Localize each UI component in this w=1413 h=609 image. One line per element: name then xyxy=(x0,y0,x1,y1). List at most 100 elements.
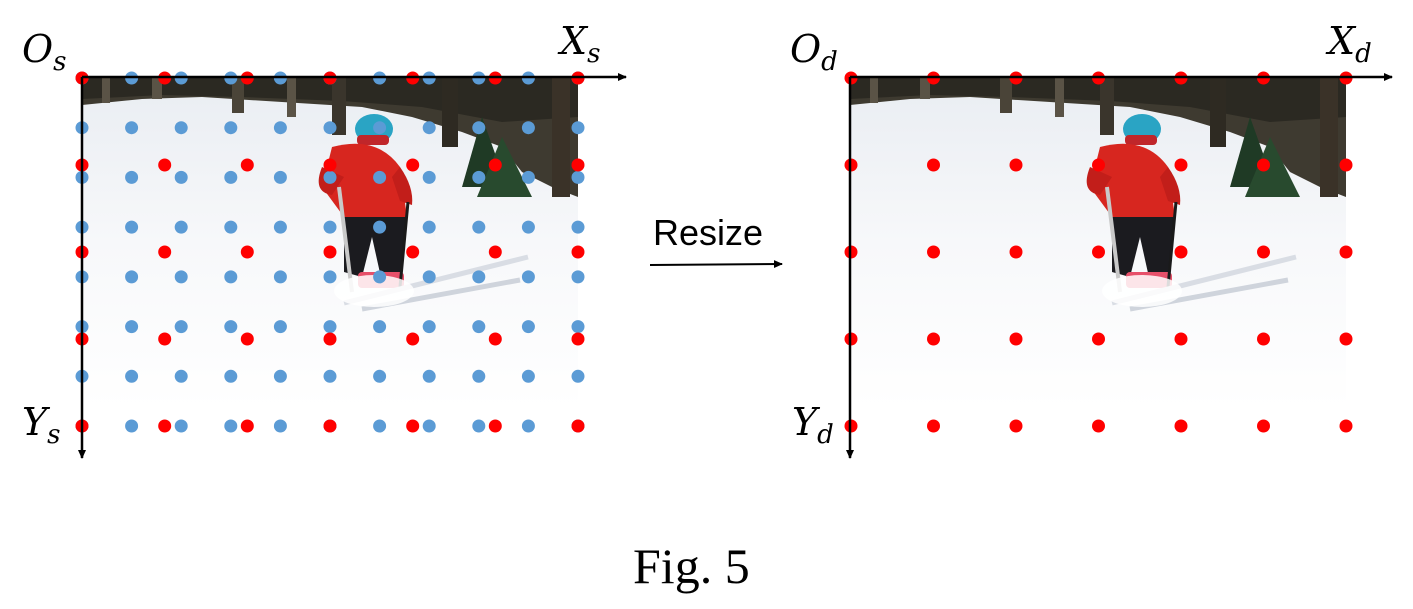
red-grid-point xyxy=(1092,158,1105,172)
blue-sample-point xyxy=(174,121,188,135)
red-grid-point xyxy=(158,158,172,172)
red-grid-point xyxy=(1174,158,1188,172)
blue-sample-point xyxy=(174,170,188,184)
blue-sample-point xyxy=(571,220,585,234)
dest-origin-label: Od xyxy=(790,27,838,77)
blue-sample-point xyxy=(373,170,387,184)
blue-sample-point xyxy=(472,220,486,234)
blue-sample-point xyxy=(174,270,188,284)
red-grid-point xyxy=(1174,245,1188,259)
red-grid-point xyxy=(1339,419,1353,433)
red-grid-point xyxy=(1009,158,1023,172)
blue-sample-point xyxy=(373,270,387,284)
red-grid-point xyxy=(406,245,420,259)
red-grid-point xyxy=(488,158,502,172)
blue-sample-point xyxy=(472,121,486,135)
blue-sample-point xyxy=(373,220,387,234)
red-grid-point xyxy=(240,158,254,172)
blue-sample-point xyxy=(174,369,188,383)
blue-sample-point xyxy=(472,369,486,383)
red-grid-point xyxy=(927,419,940,433)
blue-sample-point xyxy=(323,170,337,184)
red-grid-point xyxy=(323,419,337,433)
red-grid-point xyxy=(1009,245,1023,259)
red-grid-point xyxy=(406,419,420,433)
red-grid-point xyxy=(1009,332,1023,346)
red-grid-point xyxy=(488,245,502,259)
red-grid-point xyxy=(1257,245,1270,259)
blue-sample-point xyxy=(571,270,585,284)
blue-sample-point xyxy=(422,369,436,383)
resize-label: Resize xyxy=(653,212,763,253)
blue-sample-point xyxy=(224,220,238,234)
red-grid-point xyxy=(240,419,254,433)
resize-arrow-group: Resize xyxy=(649,212,783,269)
blue-sample-point xyxy=(373,419,387,433)
blue-sample-point xyxy=(373,121,387,135)
blue-sample-point xyxy=(323,121,337,135)
figure-caption: Fig. 5 xyxy=(633,538,750,594)
red-grid-point xyxy=(927,245,940,259)
blue-sample-point xyxy=(125,121,139,135)
blue-sample-point xyxy=(224,369,238,383)
resize-arrow xyxy=(649,260,783,269)
blue-sample-point xyxy=(224,270,238,284)
dest-panel: Od Xd Yd xyxy=(790,19,1393,459)
blue-sample-point xyxy=(323,320,337,334)
blue-sample-point xyxy=(224,121,238,135)
dest-x-axis-label: Xd xyxy=(1325,19,1372,69)
red-grid-point xyxy=(323,245,337,259)
blue-sample-point xyxy=(323,270,337,284)
blue-sample-point xyxy=(273,320,287,334)
blue-sample-point xyxy=(521,320,535,334)
red-grid-point xyxy=(1009,419,1023,433)
source-y-axis-label: Ys xyxy=(22,400,60,450)
blue-sample-point xyxy=(174,419,188,433)
blue-sample-point xyxy=(273,170,287,184)
red-grid-point xyxy=(406,158,420,172)
blue-sample-point xyxy=(521,121,535,135)
blue-sample-point xyxy=(273,419,287,433)
blue-sample-point xyxy=(125,220,139,234)
blue-sample-point xyxy=(125,419,139,433)
blue-sample-point xyxy=(472,170,486,184)
red-grid-point xyxy=(240,245,254,259)
blue-sample-point xyxy=(472,320,486,334)
blue-sample-point xyxy=(571,170,585,184)
blue-sample-point xyxy=(125,369,139,383)
blue-sample-point xyxy=(571,320,585,334)
blue-sample-point xyxy=(224,419,238,433)
red-grid-point xyxy=(571,419,585,433)
blue-sample-point xyxy=(323,220,337,234)
blue-sample-point xyxy=(422,220,436,234)
red-grid-point xyxy=(158,245,172,259)
red-grid-point xyxy=(571,245,585,259)
blue-sample-point xyxy=(422,121,436,135)
blue-sample-point xyxy=(273,121,287,135)
blue-sample-point xyxy=(373,369,387,383)
red-grid-point xyxy=(406,332,420,346)
blue-sample-point xyxy=(273,369,287,383)
red-grid-point xyxy=(1257,158,1270,172)
red-grid-point xyxy=(1092,332,1105,346)
red-grid-point xyxy=(571,158,585,172)
red-grid-point xyxy=(488,419,502,433)
dest-skier-image xyxy=(850,77,1346,408)
source-origin-label: Os xyxy=(22,27,67,77)
blue-sample-point xyxy=(273,220,287,234)
red-grid-point xyxy=(1257,419,1270,433)
red-grid-point xyxy=(1174,419,1188,433)
blue-sample-point xyxy=(174,320,188,334)
blue-sample-point xyxy=(422,320,436,334)
red-grid-point xyxy=(927,332,940,346)
dest-y-axis-label: Yd xyxy=(792,400,834,450)
blue-sample-point xyxy=(273,270,287,284)
blue-sample-point xyxy=(521,220,535,234)
blue-sample-point xyxy=(571,121,585,135)
red-grid-point xyxy=(1257,332,1270,346)
blue-sample-point xyxy=(373,320,387,334)
blue-sample-point xyxy=(125,270,139,284)
red-grid-point xyxy=(1339,332,1353,346)
red-grid-point xyxy=(1339,158,1353,172)
